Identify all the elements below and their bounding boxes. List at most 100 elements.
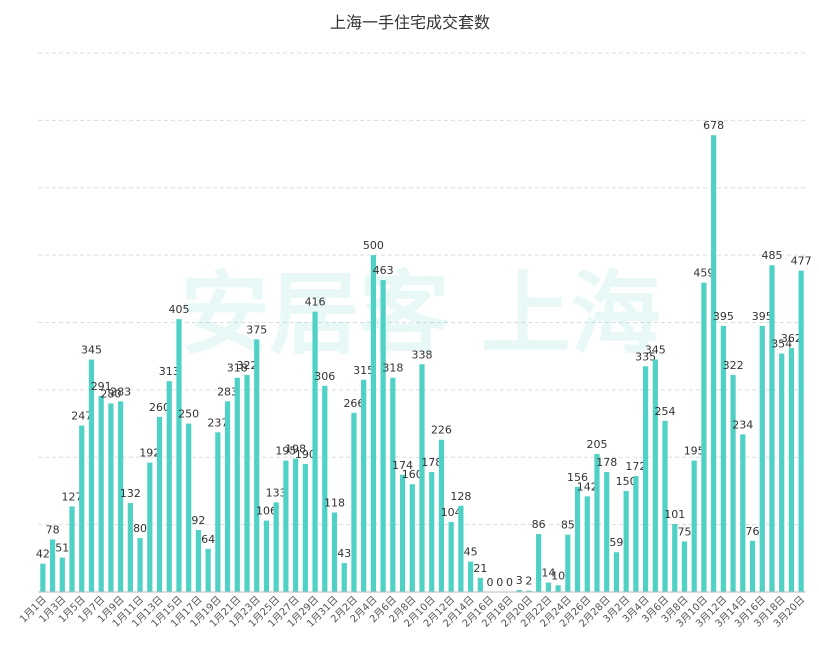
data-label: 86 bbox=[532, 518, 546, 531]
data-label: 459 bbox=[693, 267, 714, 280]
data-label: 322 bbox=[723, 359, 744, 372]
data-label: 477 bbox=[791, 255, 812, 268]
data-label: 10 bbox=[551, 569, 565, 582]
data-label: 160 bbox=[402, 468, 423, 481]
data-label: 133 bbox=[266, 486, 287, 499]
data-label: 75 bbox=[677, 525, 691, 538]
data-label: 128 bbox=[450, 490, 471, 503]
data-label: 104 bbox=[441, 506, 462, 519]
data-label: 3 bbox=[516, 574, 523, 587]
bar bbox=[205, 548, 211, 592]
bar bbox=[516, 589, 522, 592]
data-label: 0 bbox=[496, 576, 503, 589]
bar bbox=[642, 366, 649, 592]
data-label: 64 bbox=[201, 533, 215, 546]
data-label: 678 bbox=[703, 119, 724, 132]
data-label: 254 bbox=[655, 405, 676, 418]
data-label: 500 bbox=[363, 239, 384, 252]
data-label: 485 bbox=[761, 249, 782, 262]
bar bbox=[254, 339, 260, 592]
bar bbox=[681, 541, 688, 592]
bar bbox=[759, 325, 765, 592]
data-label: 266 bbox=[343, 397, 364, 410]
data-label: 313 bbox=[159, 365, 180, 378]
bar bbox=[652, 359, 658, 592]
data-label: 101 bbox=[664, 508, 685, 521]
data-label: 43 bbox=[337, 547, 351, 560]
bar bbox=[438, 439, 445, 592]
data-label: 21 bbox=[473, 562, 487, 575]
data-label: 156 bbox=[567, 471, 588, 484]
bar bbox=[40, 563, 46, 592]
data-label: 195 bbox=[684, 445, 705, 458]
bar bbox=[118, 401, 124, 592]
bar bbox=[798, 270, 804, 592]
data-label: 51 bbox=[55, 542, 69, 555]
bar bbox=[195, 530, 202, 592]
watermark: 安居客 上海 bbox=[179, 262, 660, 367]
bar bbox=[186, 423, 192, 592]
bar bbox=[166, 381, 172, 592]
data-label: 106 bbox=[256, 505, 277, 518]
bar bbox=[526, 590, 532, 592]
bar bbox=[468, 561, 474, 592]
data-label: 416 bbox=[305, 296, 326, 309]
data-label: 395 bbox=[752, 310, 773, 323]
bar bbox=[273, 502, 279, 592]
data-label: 172 bbox=[625, 460, 646, 473]
bar bbox=[234, 377, 240, 592]
data-label: 234 bbox=[732, 418, 753, 431]
bar bbox=[409, 484, 415, 592]
data-label: 405 bbox=[168, 303, 189, 316]
bar bbox=[244, 375, 250, 592]
bar bbox=[672, 523, 678, 592]
bar bbox=[370, 255, 376, 592]
bar bbox=[322, 385, 328, 592]
bar bbox=[749, 540, 756, 592]
bar bbox=[448, 521, 454, 592]
bar bbox=[788, 348, 795, 592]
data-label: 354 bbox=[771, 337, 792, 350]
bar bbox=[137, 538, 143, 592]
data-label: 283 bbox=[217, 385, 238, 398]
data-label: 247 bbox=[71, 410, 92, 423]
data-label: 76 bbox=[746, 525, 760, 538]
bar bbox=[361, 379, 367, 592]
data-label: 0 bbox=[506, 576, 513, 589]
data-label: 335 bbox=[635, 350, 656, 363]
bar bbox=[662, 420, 668, 592]
bar bbox=[545, 582, 551, 592]
data-label: 42 bbox=[36, 548, 50, 561]
data-label: 283 bbox=[110, 385, 131, 398]
data-label: 178 bbox=[596, 456, 617, 469]
bar bbox=[730, 375, 736, 592]
chart-title: 上海一手住宅成交套数 bbox=[330, 13, 490, 32]
bar bbox=[59, 557, 65, 592]
data-label: 322 bbox=[237, 359, 258, 372]
data-label: 132 bbox=[120, 487, 141, 500]
bar bbox=[565, 534, 571, 592]
data-label: 250 bbox=[178, 408, 199, 421]
bar bbox=[701, 282, 707, 592]
data-label: 291 bbox=[91, 380, 112, 393]
bar bbox=[88, 359, 95, 592]
data-label: 45 bbox=[464, 546, 478, 559]
data-label: 59 bbox=[609, 536, 623, 549]
bar bbox=[263, 520, 270, 592]
data-label: 127 bbox=[62, 490, 83, 503]
bar bbox=[283, 460, 289, 592]
data-label: 198 bbox=[285, 443, 306, 456]
data-label: 92 bbox=[191, 514, 205, 527]
bar bbox=[380, 280, 386, 592]
data-label: 14 bbox=[541, 567, 555, 580]
data-label: 85 bbox=[561, 519, 575, 532]
data-label: 118 bbox=[324, 496, 345, 509]
bar bbox=[108, 403, 114, 592]
bar bbox=[458, 505, 464, 592]
data-label: 362 bbox=[781, 332, 802, 345]
data-label: 195 bbox=[275, 445, 296, 458]
data-label: 463 bbox=[373, 264, 394, 277]
bar bbox=[127, 503, 133, 592]
data-label: 178 bbox=[421, 456, 442, 469]
